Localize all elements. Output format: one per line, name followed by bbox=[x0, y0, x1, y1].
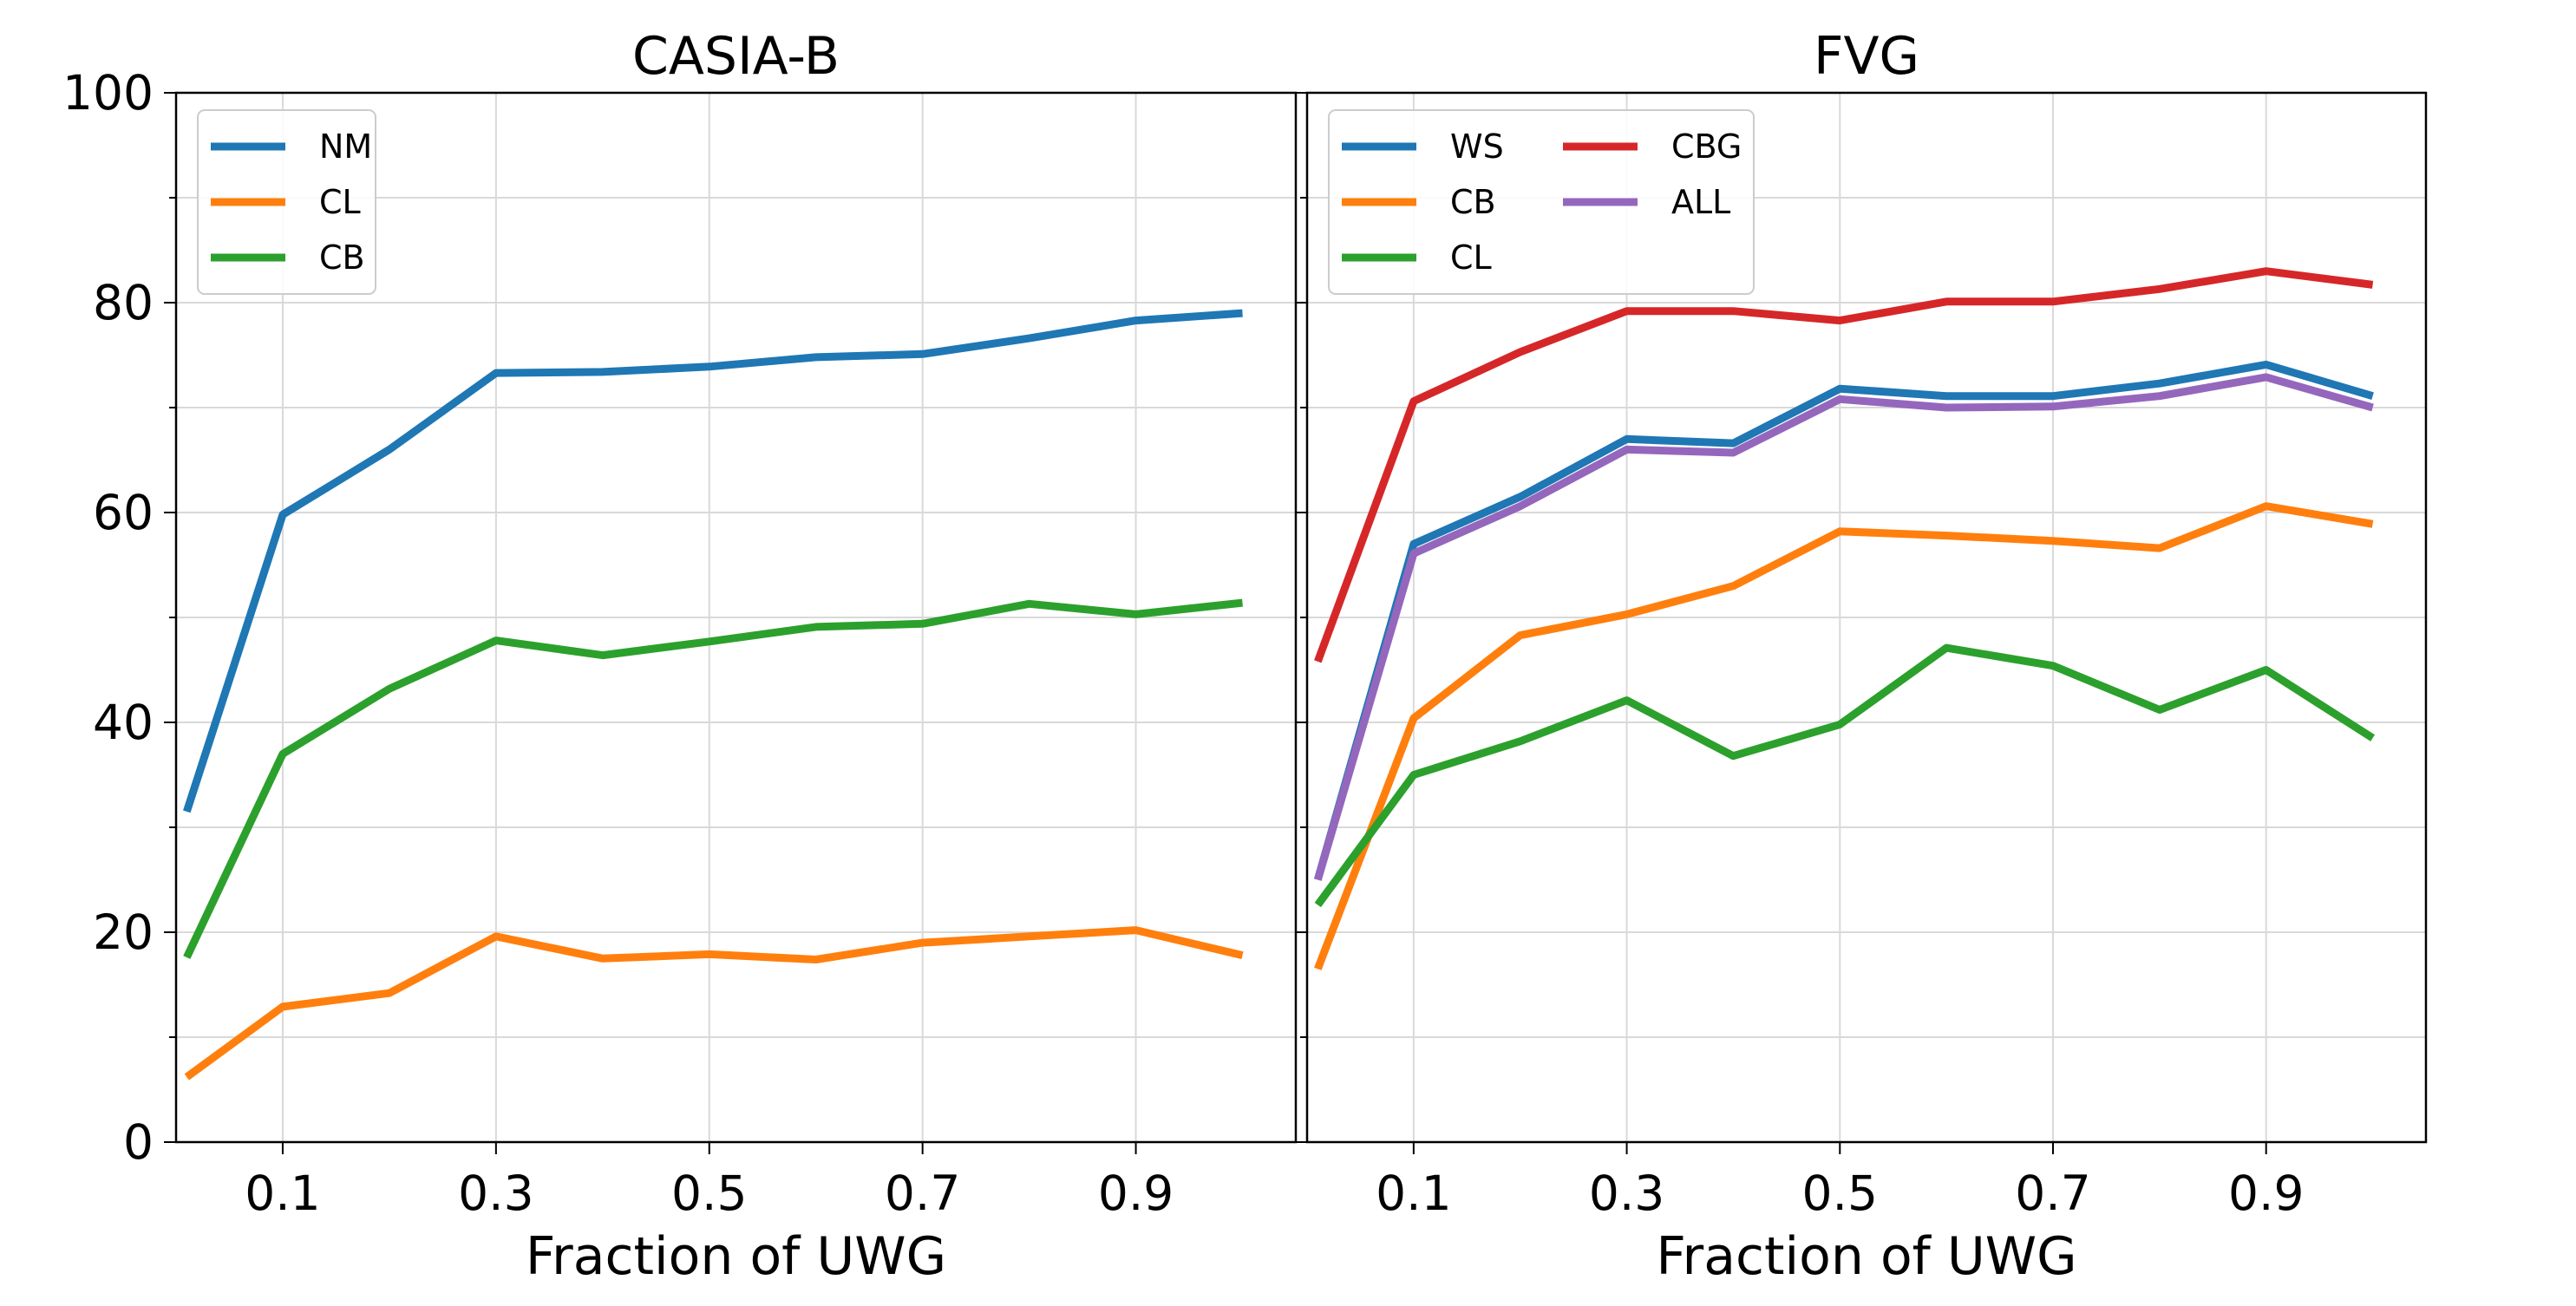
legend-box bbox=[197, 109, 376, 295]
y-tick-label: 80 bbox=[93, 275, 154, 330]
series-lines bbox=[183, 309, 1244, 1081]
plot-frame bbox=[174, 91, 1298, 1144]
x-tick-label: 0.3 bbox=[1589, 1166, 1664, 1221]
x-axis-ticks: 0.1 0.3 0.5 0.7 0.9 bbox=[1376, 1142, 2304, 1221]
x-tick-label: 0.1 bbox=[1376, 1166, 1451, 1221]
legend-label-cb: CB bbox=[1450, 183, 1496, 221]
x-tick-label: 0.7 bbox=[885, 1166, 960, 1221]
x-axis-label: Fraction of UWG bbox=[526, 1226, 946, 1287]
panel-fvg: 0.1 0.3 0.5 0.7 0.9 FVG Fraction of UWG WS CB CL C… bbox=[1295, 26, 2428, 1287]
panel-title: FVG bbox=[1814, 26, 1919, 87]
x-axis-label: Fraction of UWG bbox=[1656, 1226, 2076, 1287]
series-line-cbg bbox=[1314, 267, 2374, 663]
x-tick-label: 0.7 bbox=[2015, 1166, 2090, 1221]
series-lines bbox=[1313, 267, 2376, 970]
legend-label-nm: NM bbox=[319, 127, 372, 166]
legend-label-cl: CL bbox=[1450, 238, 1492, 277]
y-tick-label: 60 bbox=[93, 485, 154, 540]
series-line-ws bbox=[1313, 360, 2374, 881]
series-line-cb bbox=[1314, 502, 2374, 970]
panel-title: CASIA-B bbox=[632, 26, 840, 87]
x-tick-label: 0.3 bbox=[458, 1166, 533, 1221]
legend: WS CB CL CBG ALL bbox=[1328, 109, 1755, 295]
y-tick-label: 20 bbox=[93, 904, 154, 960]
y-axis-ticks bbox=[1295, 92, 1307, 1143]
x-tick-label: 0.1 bbox=[245, 1166, 320, 1221]
x-axis-ticks: 0.1 0.3 0.5 0.7 0.9 bbox=[245, 1142, 1174, 1221]
series-line-nm bbox=[183, 309, 1243, 813]
x-tick-label: 0.9 bbox=[2228, 1166, 2304, 1221]
panel-casia-b: 0.1 0.3 0.5 0.7 0.9 0 20 40 60 80 100 CASIA-B Fracti… bbox=[62, 26, 1298, 1287]
series-line-cl bbox=[1314, 643, 2376, 908]
x-tick-label: 0.5 bbox=[671, 1166, 747, 1221]
legend-label-cbg: CBG bbox=[1671, 127, 1742, 166]
y-tick-label: 100 bbox=[62, 65, 154, 121]
legend-label-cl: CL bbox=[319, 183, 361, 221]
x-tick-label: 0.9 bbox=[1098, 1166, 1174, 1221]
legend-box bbox=[1328, 109, 1755, 295]
legend: NM CL CB bbox=[197, 109, 376, 295]
legend-label-all: ALL bbox=[1671, 183, 1730, 221]
series-line-all bbox=[1313, 373, 2374, 881]
legend-label-ws: WS bbox=[1450, 127, 1504, 166]
x-tick-label: 0.5 bbox=[1802, 1166, 1878, 1221]
legend-label-cb: CB bbox=[319, 238, 365, 277]
y-tick-label: 0 bbox=[123, 1114, 154, 1170]
y-axis-ticks: 0 20 40 60 80 100 bbox=[62, 65, 176, 1170]
series-line-cl bbox=[184, 926, 1244, 1081]
series-line-cb bbox=[183, 598, 1243, 959]
plot-frame bbox=[1305, 91, 2428, 1144]
y-tick-label: 40 bbox=[93, 695, 154, 750]
